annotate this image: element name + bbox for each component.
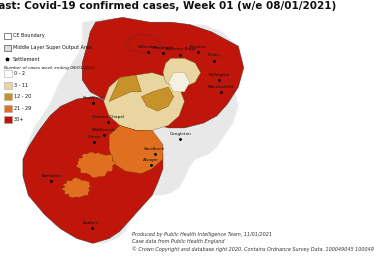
Bar [4, 45, 11, 51]
Text: Alderley Edge: Alderley Edge [166, 48, 195, 54]
Text: Sandbach: Sandbach [144, 147, 165, 154]
Text: Holmes Chapel: Holmes Chapel [92, 115, 124, 122]
Polygon shape [126, 34, 161, 54]
Text: Number of cases week ending 08/01/2021: Number of cases week ending 08/01/2021 [4, 66, 95, 70]
Polygon shape [109, 75, 141, 102]
Polygon shape [23, 17, 244, 243]
Text: 21 - 29: 21 - 29 [14, 106, 31, 111]
Text: 30+: 30+ [14, 117, 24, 122]
Polygon shape [141, 87, 174, 111]
Polygon shape [163, 58, 200, 87]
Polygon shape [76, 152, 116, 178]
Text: Disley: Disley [208, 53, 221, 61]
Polygon shape [82, 17, 244, 128]
Text: Settlement: Settlement [13, 57, 40, 62]
Text: Poynton: Poynton [189, 45, 206, 52]
Polygon shape [62, 178, 91, 198]
Bar [4, 82, 12, 88]
Text: 0 - 2: 0 - 2 [14, 71, 25, 76]
Text: Wilmslow: Wilmslow [138, 45, 158, 52]
Bar [4, 116, 12, 123]
Text: Produced by Public Health Intelligence Team, 11/01/2021
Case data from Public He: Produced by Public Health Intelligence T… [132, 233, 374, 252]
Text: Alsager: Alsager [143, 158, 159, 165]
Bar [4, 70, 12, 77]
Text: Handforth: Handforth [152, 46, 174, 53]
Title: Cheshire East: Covid-19 confirmed cases, Week 01 (w/e 08/01/2021): Cheshire East: Covid-19 confirmed cases,… [0, 1, 336, 11]
Polygon shape [168, 73, 190, 92]
Polygon shape [23, 97, 163, 243]
Bar [4, 33, 11, 39]
Text: 3 - 11: 3 - 11 [14, 83, 28, 88]
Text: Nantwich: Nantwich [41, 174, 61, 181]
Text: Crewe: Crewe [88, 135, 101, 142]
Bar [4, 93, 12, 100]
Text: Middlewich: Middlewich [92, 128, 116, 135]
Text: Macclesfield: Macclesfield [208, 85, 234, 92]
Text: Congleton: Congleton [169, 132, 191, 139]
Bar [4, 105, 12, 112]
Text: CE Boundary: CE Boundary [13, 33, 45, 38]
Text: Bollington: Bollington [209, 73, 230, 80]
Polygon shape [109, 125, 163, 173]
Text: 12 - 20: 12 - 20 [14, 94, 31, 99]
Text: Knutsford: Knutsford [83, 96, 103, 103]
Polygon shape [104, 73, 184, 130]
Text: Middle Layer Super Output Area: Middle Layer Super Output Area [13, 45, 92, 50]
Text: Audlem: Audlem [83, 221, 100, 228]
